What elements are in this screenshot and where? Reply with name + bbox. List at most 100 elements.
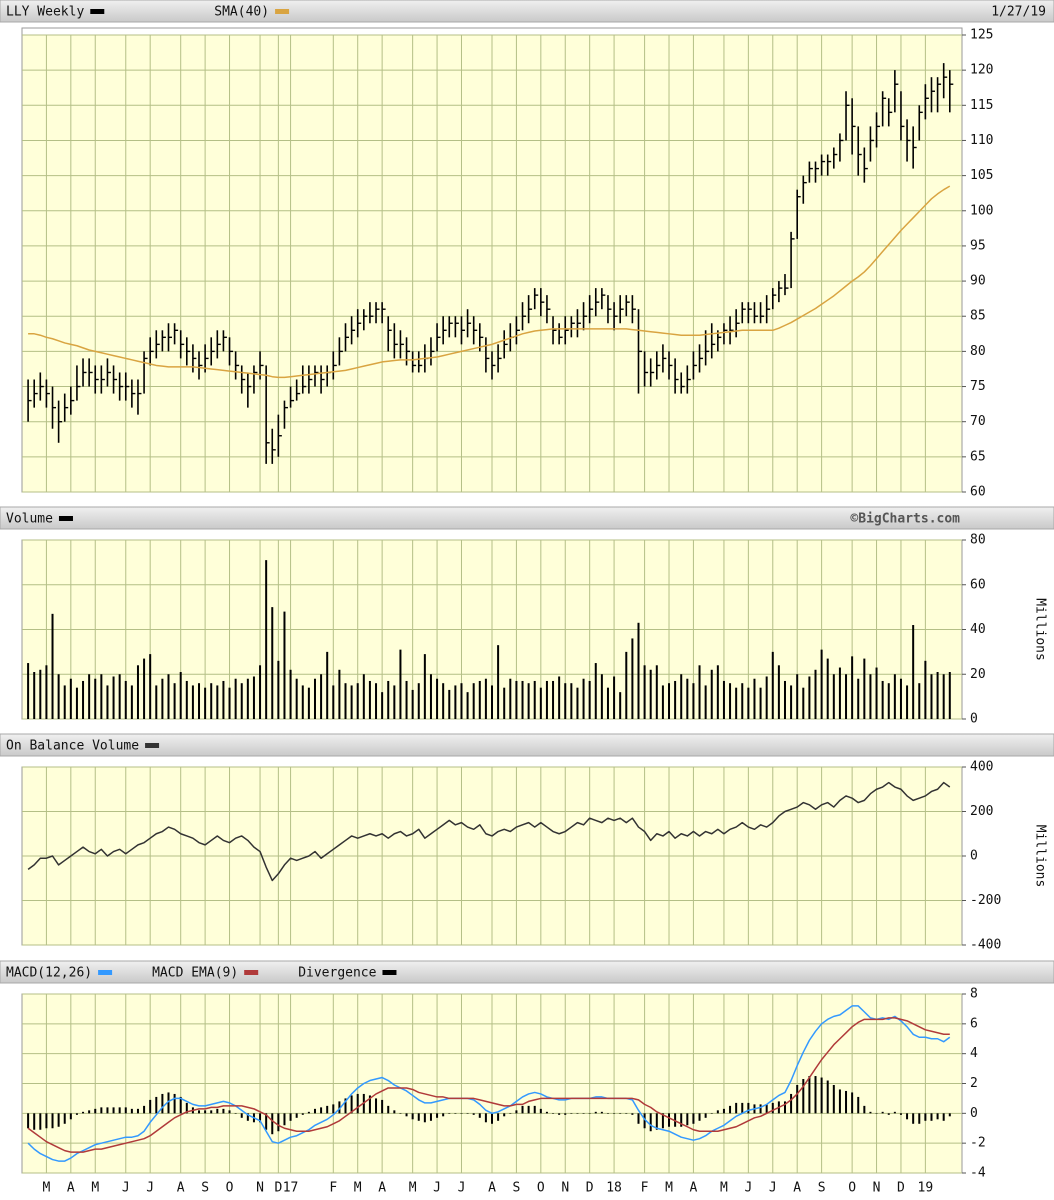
x-tick-label: J xyxy=(458,1181,466,1196)
bar xyxy=(57,1113,60,1127)
bar xyxy=(936,672,939,719)
x-tick-label: D xyxy=(586,1181,594,1196)
bar xyxy=(692,683,695,719)
bar xyxy=(814,1076,817,1114)
bar xyxy=(234,1113,237,1114)
x-tick-label: A xyxy=(378,1181,386,1196)
bar xyxy=(466,1113,469,1114)
bar xyxy=(240,1113,243,1118)
bar xyxy=(356,683,359,719)
bar xyxy=(600,674,603,719)
bar xyxy=(204,1110,207,1114)
y-tick-label: 95 xyxy=(970,238,986,253)
bar xyxy=(771,1102,774,1114)
bar xyxy=(179,672,182,719)
x-tick-label: J xyxy=(146,1181,154,1196)
bar xyxy=(906,685,909,719)
bar xyxy=(759,1104,762,1114)
bar xyxy=(668,683,671,719)
bar xyxy=(637,1113,640,1124)
bar xyxy=(39,669,42,719)
bar xyxy=(210,683,213,719)
x-tick-label: O xyxy=(226,1181,234,1196)
legend-swatch xyxy=(58,516,73,521)
legend-swatch xyxy=(275,9,290,14)
x-tick-label: M xyxy=(354,1181,362,1196)
legend-swatch xyxy=(98,970,113,975)
bar xyxy=(851,1092,854,1114)
bar xyxy=(381,1099,384,1114)
bar xyxy=(106,1107,109,1114)
bar xyxy=(845,1090,848,1114)
y-tick-label: 0 xyxy=(970,712,978,727)
bar xyxy=(338,1101,341,1114)
y-tick-label: 80 xyxy=(970,533,986,548)
bar xyxy=(515,680,518,719)
bar xyxy=(625,1113,628,1114)
y-tick-label: 2 xyxy=(970,1076,978,1091)
legend-swatch xyxy=(145,743,160,748)
x-tick-label: J xyxy=(122,1181,130,1196)
bar xyxy=(869,1111,872,1114)
bar xyxy=(942,674,945,719)
bar xyxy=(155,685,158,719)
legend-swatch xyxy=(90,9,105,14)
x-tick-label: A xyxy=(793,1181,801,1196)
bar xyxy=(838,1089,841,1114)
bar xyxy=(698,665,701,719)
bar xyxy=(155,1096,158,1114)
panel-header xyxy=(0,733,1054,757)
bar xyxy=(94,678,97,719)
bar xyxy=(313,678,316,719)
bar xyxy=(826,658,829,719)
bar xyxy=(704,1113,707,1118)
bar xyxy=(173,683,176,719)
y-tick-label: 80 xyxy=(970,344,986,359)
bar xyxy=(906,1113,909,1120)
bar xyxy=(899,678,902,719)
legend-label: MACD(12,26) xyxy=(6,966,92,981)
bar xyxy=(491,1113,493,1124)
bar xyxy=(332,1104,335,1114)
bar xyxy=(710,669,713,719)
y-tick-label: 85 xyxy=(970,309,986,324)
x-tick-label: M xyxy=(720,1181,728,1196)
bar xyxy=(124,1107,127,1114)
bar xyxy=(442,683,445,719)
x-tick-label: O xyxy=(848,1181,856,1196)
bar xyxy=(564,683,567,719)
bar xyxy=(552,680,555,719)
bar xyxy=(942,1113,945,1121)
y-tick-label: -400 xyxy=(970,938,1001,953)
bar xyxy=(39,1113,42,1130)
bar xyxy=(588,1113,591,1114)
bar xyxy=(234,678,237,719)
y-tick-label: 115 xyxy=(970,98,993,113)
bar xyxy=(863,658,866,719)
bar xyxy=(741,683,744,719)
y-tick-label: 70 xyxy=(970,414,986,429)
bar xyxy=(393,685,396,719)
y-tick-label: 100 xyxy=(970,203,993,218)
bar xyxy=(387,1105,390,1114)
y-axis-label: Millions xyxy=(1033,598,1048,661)
bar xyxy=(277,660,280,719)
bar xyxy=(497,645,500,719)
bar xyxy=(558,1113,561,1115)
bar xyxy=(100,674,103,719)
bar xyxy=(851,656,854,719)
legend-swatch xyxy=(382,970,397,975)
bar xyxy=(381,692,384,719)
bar xyxy=(918,1113,921,1124)
bar xyxy=(405,1113,408,1117)
bar xyxy=(118,674,121,719)
x-tick-label: N xyxy=(256,1181,264,1196)
bar xyxy=(588,680,591,719)
bar xyxy=(606,687,609,719)
bar xyxy=(674,680,677,719)
bar xyxy=(533,1105,536,1114)
bar xyxy=(283,611,286,719)
bar xyxy=(735,1102,738,1114)
bar xyxy=(27,663,30,719)
